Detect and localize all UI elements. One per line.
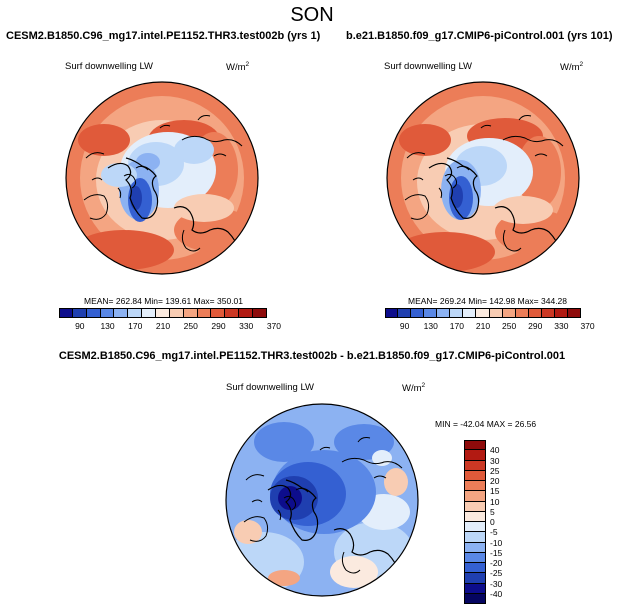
diff-colorbar-box: [464, 532, 486, 543]
right-colorbar-box: [554, 308, 568, 318]
diff-map: [225, 403, 419, 597]
right-colorbar-tick: 90: [399, 321, 410, 331]
diff-panel-title: CESM2.B1850.C96_mg17.intel.PE1152.THR3.t…: [58, 350, 566, 362]
diff-colorbar-box: [464, 511, 486, 522]
right-colorbar-box: [567, 308, 581, 318]
right-colorbar-tick: 370: [580, 321, 595, 331]
left-colorbar-box: [225, 308, 240, 318]
diff-colorbar-box: [464, 573, 486, 584]
right-colorbar-tick: 330: [554, 321, 569, 331]
left-colorbar-box: [72, 308, 87, 318]
diff-colorbar-box: [464, 470, 486, 481]
right-colorbar-tick: 210: [475, 321, 491, 331]
left-colorbar-box: [86, 308, 101, 318]
left-colorbar-box: [253, 308, 267, 318]
left-colorbar-tick: 250: [183, 321, 198, 331]
diff-colorbar-box: [464, 450, 486, 461]
right-colorbar: 90 130 170 210 250 290 330 370: [385, 308, 595, 334]
diff-colorbar-tick: 0: [490, 517, 495, 527]
right-colorbar-box: [463, 308, 477, 318]
diff-colorbar-box: [464, 583, 486, 594]
diff-colorbar-tick: 15: [490, 486, 500, 497]
left-colorbar: 90 130 170 210 250 290 330 370: [59, 308, 281, 334]
right-colorbar-tick: 170: [449, 321, 464, 331]
right-colorbar-tick: 130: [423, 321, 438, 331]
left-colorbar-box: [211, 308, 226, 318]
right-map: [386, 81, 580, 275]
diff-colorbar-box: [464, 563, 486, 574]
right-units: W/m2: [560, 61, 584, 74]
diff-colorbar-tick: 20: [490, 476, 500, 486]
left-stats: MEAN= 262.84 Min= 139.61 Max= 350.01: [84, 296, 244, 306]
left-colorbar-box: [114, 308, 129, 318]
left-units: W/m2: [226, 61, 250, 74]
diff-colorbar-box: [464, 593, 486, 604]
left-map: [65, 81, 259, 275]
diff-colorbar-tick: 40: [490, 445, 500, 456]
diff-colorbar-box: [464, 501, 486, 512]
left-variable-label: Surf downwelling LW: [65, 61, 154, 72]
right-colorbar-box: [398, 308, 412, 318]
left-colorbar-box: [100, 308, 115, 318]
right-variable-label: Surf downwelling LW: [384, 61, 473, 72]
left-colorbar-box: [239, 308, 254, 318]
left-panel-title: CESM2.B1850.C96_mg17.intel.PE1152.THR3.t…: [6, 30, 321, 42]
right-colorbar-box: [541, 308, 555, 318]
left-colorbar-tick: 170: [128, 321, 143, 331]
right-panel-title: b.e21.B1850.f09_g17.CMIP6-piControl.001 …: [346, 30, 613, 42]
right-colorbar-box: [502, 308, 516, 318]
right-colorbar-tick: 250: [502, 321, 517, 331]
left-colorbar-box: [169, 308, 184, 318]
left-colorbar-tick: 130: [100, 321, 115, 331]
diff-colorbar-tick: 30: [490, 455, 500, 466]
left-colorbar-box: [183, 308, 198, 318]
right-colorbar-box: [450, 308, 464, 318]
diff-colorbar-box: [464, 481, 486, 492]
left-colorbar-tick: 370: [266, 321, 282, 331]
diff-colorbar-tick: 25: [490, 465, 500, 476]
diff-colorbar: 40 30 25 20 15 10 5 0 -5 -10 -15 -20 -25 -30 -40: [464, 440, 524, 604]
right-colorbar-box: [411, 308, 425, 318]
right-stats: MEAN= 269.24 Min= 142.98 Max= 344.28: [408, 296, 568, 306]
left-colorbar-tick: 90: [75, 321, 85, 331]
left-colorbar-box: [59, 308, 73, 318]
diff-stats: MIN = -42.04 MAX = 26.56: [435, 419, 537, 429]
right-colorbar-box: [476, 308, 490, 318]
season-title: SON: [290, 4, 334, 26]
left-colorbar-tick: 330: [239, 321, 254, 331]
diff-colorbar-box: [464, 542, 486, 553]
left-colorbar-box: [142, 308, 157, 318]
diff-variable-label: Surf downwelling LW: [226, 382, 315, 393]
left-colorbar-box: [128, 308, 143, 318]
right-colorbar-tick: 290: [528, 321, 543, 331]
diff-colorbar-tick: -25: [490, 568, 503, 579]
diff-colorbar-box: [464, 522, 486, 533]
diff-colorbar-tick: 10: [490, 496, 500, 507]
diff-colorbar-tick: -40: [490, 588, 503, 599]
right-colorbar-box: [515, 308, 529, 318]
diff-colorbar-box: [464, 491, 486, 502]
diff-colorbar-tick: -30: [490, 578, 503, 589]
diff-colorbar-box: [464, 460, 486, 471]
left-colorbar-box: [156, 308, 170, 318]
right-colorbar-box: [424, 308, 438, 318]
diff-colorbar-tick: -15: [490, 547, 503, 558]
diff-colorbar-tick: -5: [490, 527, 498, 538]
diff-colorbar-tick: -10: [490, 537, 503, 548]
right-colorbar-box: [528, 308, 542, 318]
left-colorbar-box: [197, 308, 212, 318]
left-colorbar-tick: 290: [211, 321, 226, 331]
right-colorbar-box: [437, 308, 451, 318]
left-colorbar-tick: 210: [155, 321, 171, 331]
right-colorbar-box: [489, 308, 503, 318]
right-colorbar-box: [385, 308, 399, 318]
diff-colorbar-box: [464, 440, 486, 451]
diff-units: W/m2: [402, 382, 426, 395]
diff-colorbar-box: [464, 552, 486, 563]
diff-colorbar-tick: -20: [490, 558, 503, 568]
diff-colorbar-tick: 5: [490, 506, 495, 517]
